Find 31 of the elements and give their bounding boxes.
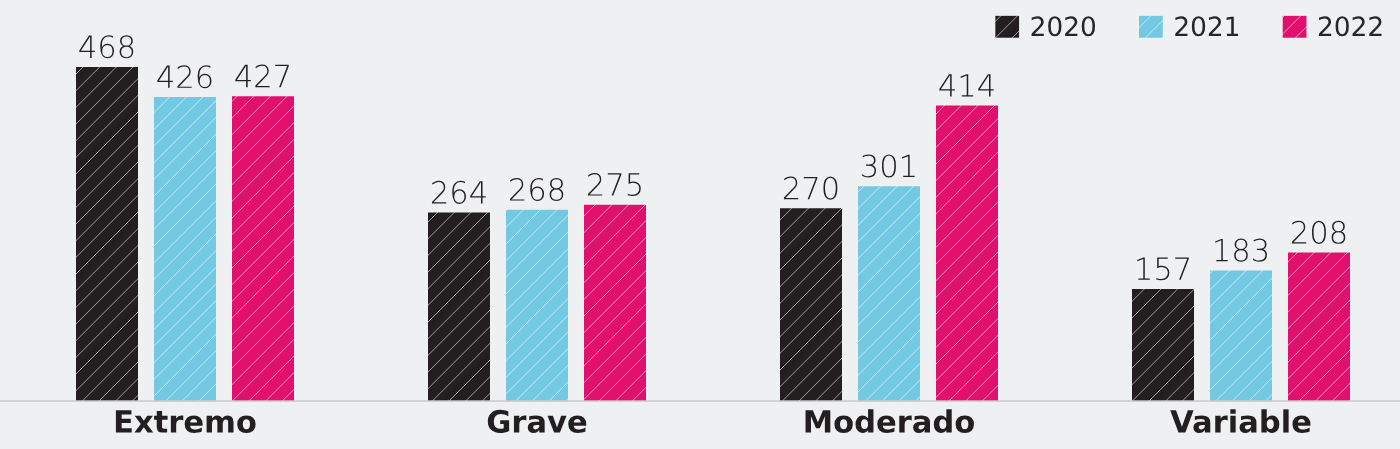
x-tick-label: Extremo	[115, 410, 256, 433]
data-label: 208	[1291, 220, 1346, 244]
legend-label: 2021	[1175, 16, 1239, 37]
data-label: 301	[862, 154, 915, 178]
bar	[780, 208, 842, 401]
bar	[936, 105, 998, 401]
data-label: 270	[783, 176, 838, 200]
data-label: 468	[79, 35, 134, 59]
bar	[232, 96, 294, 401]
x-tick-label: Variable	[1170, 409, 1311, 433]
data-label: 414	[939, 74, 994, 97]
data-label: 427	[235, 64, 289, 88]
data-label: 426	[157, 65, 212, 89]
legend-label: 2020	[1031, 16, 1096, 37]
bar	[1288, 252, 1350, 401]
data-label: 264	[431, 180, 486, 204]
data-label: 183	[1215, 238, 1267, 262]
bar	[506, 209, 568, 401]
bar	[858, 186, 920, 401]
bar	[428, 212, 490, 401]
data-label: 275	[587, 172, 641, 197]
bar	[1210, 270, 1272, 401]
legend-label: 2022	[1318, 16, 1382, 37]
x-tick-label: Moderado	[805, 409, 974, 433]
bar	[1132, 288, 1194, 401]
x-tick-label: Grave	[487, 409, 587, 433]
bar	[584, 204, 646, 401]
data-label: 157	[1137, 257, 1189, 281]
data-label: 268	[509, 177, 564, 202]
bar	[154, 96, 216, 401]
bar	[76, 67, 138, 401]
